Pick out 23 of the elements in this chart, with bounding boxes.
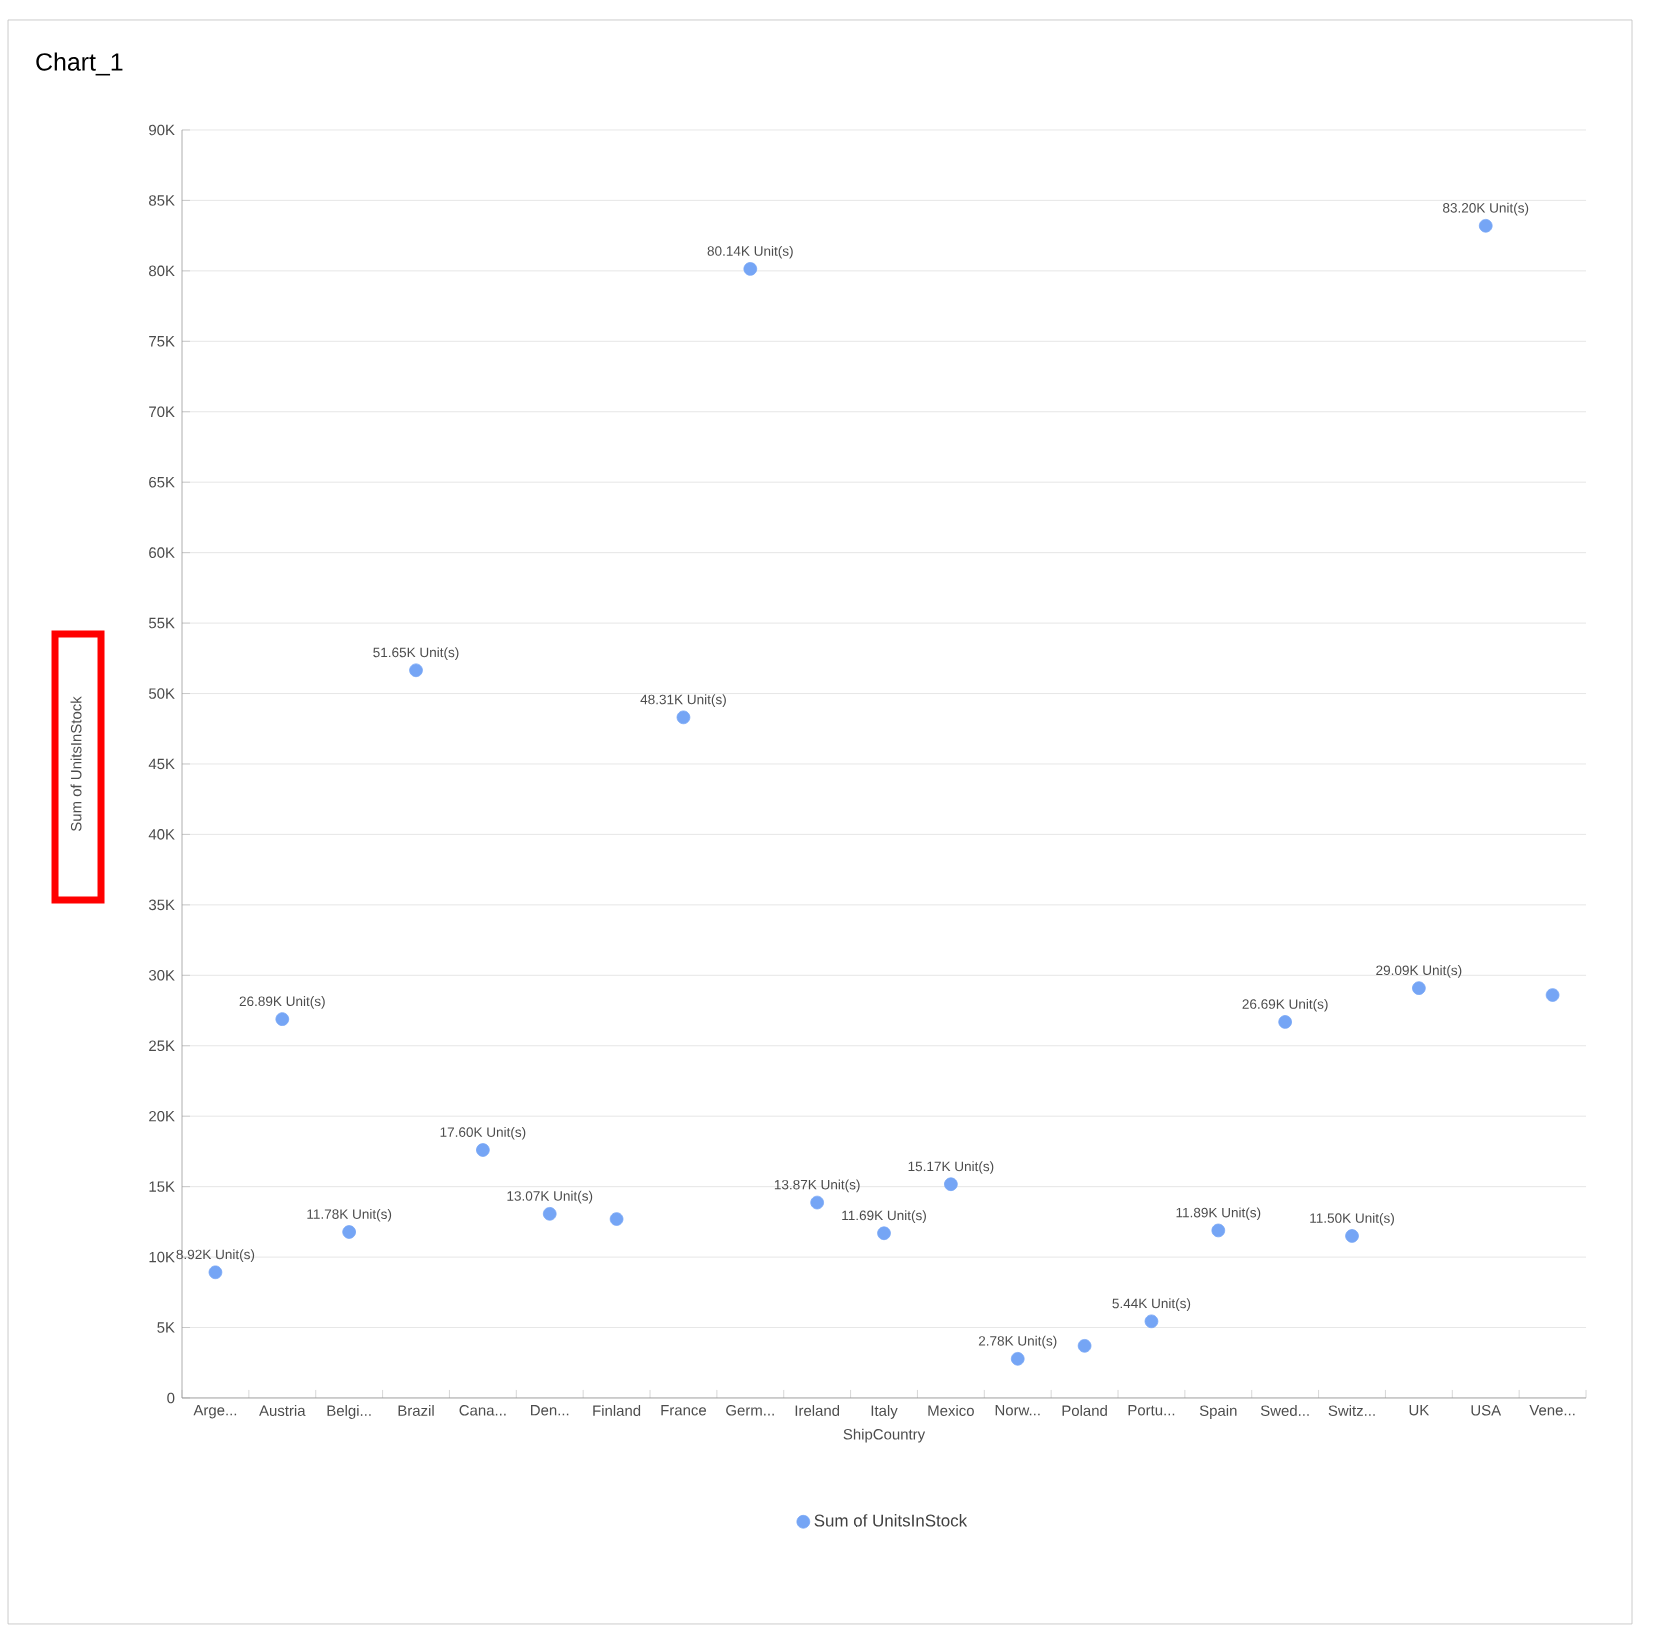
point: [409, 663, 423, 678]
point: [1345, 1229, 1359, 1243]
point: [676, 710, 691, 725]
legend-label: Sum of UnitsInStock: [814, 1514, 968, 1527]
point: [476, 1143, 490, 1157]
point: [342, 1225, 356, 1239]
point: [1478, 218, 1493, 233]
point: [810, 1195, 824, 1210]
point: [1278, 1015, 1292, 1029]
point: [743, 262, 758, 276]
chart-title: Chart_1: [36, 52, 123, 76]
point: [275, 1012, 290, 1026]
point: [1144, 1314, 1159, 1329]
point: [542, 1207, 557, 1221]
point: [1010, 1352, 1025, 1366]
point: [1412, 981, 1426, 995]
point: [609, 1212, 624, 1226]
point: [208, 1265, 223, 1280]
point: [1211, 1223, 1226, 1238]
point: [877, 1226, 891, 1241]
point: [944, 1177, 958, 1192]
point: [1077, 1339, 1092, 1353]
point: [1545, 988, 1560, 1002]
